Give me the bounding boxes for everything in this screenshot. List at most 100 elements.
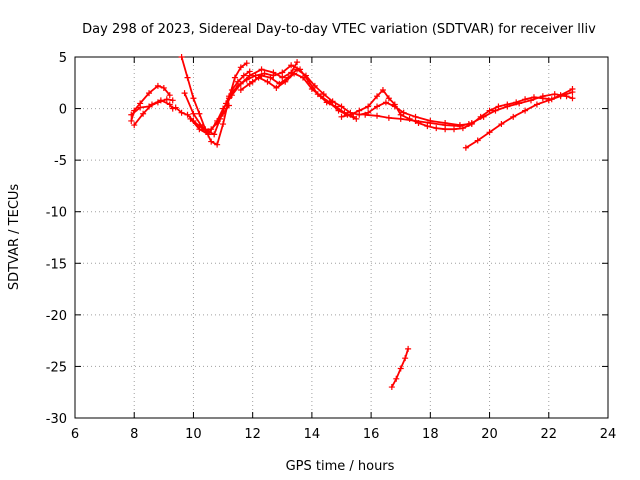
data-point <box>273 84 280 91</box>
series-trace-14 <box>388 345 412 391</box>
data-point <box>140 110 147 117</box>
data-point <box>385 114 392 121</box>
data-point <box>131 122 138 129</box>
series-group <box>128 54 576 391</box>
data-point <box>405 345 412 352</box>
y-tick-label: -10 <box>46 206 67 221</box>
data-point <box>214 120 221 127</box>
y-axis-label: SDTVAR / TECUs <box>7 184 22 291</box>
x-tick-label: 8 <box>130 427 138 442</box>
data-point <box>172 104 179 111</box>
data-point <box>308 85 315 92</box>
data-point <box>397 115 404 122</box>
x-tick-label: 12 <box>244 427 261 442</box>
data-point <box>279 69 286 76</box>
data-point <box>362 111 369 118</box>
data-point <box>178 109 185 116</box>
data-point <box>388 384 395 391</box>
y-tick-label: -5 <box>54 154 67 169</box>
data-point <box>374 93 381 100</box>
data-point <box>237 87 244 94</box>
data-point <box>302 72 309 79</box>
data-point <box>329 98 336 105</box>
data-point <box>163 96 170 103</box>
data-point <box>365 103 372 110</box>
series-line <box>130 85 171 122</box>
data-point <box>382 99 389 106</box>
data-point <box>468 120 475 127</box>
data-point <box>184 111 191 118</box>
data-point <box>516 100 523 107</box>
x-axis-label: GPS time / hours <box>286 459 395 474</box>
data-point <box>522 107 529 114</box>
series-line <box>180 56 248 146</box>
data-point <box>311 82 318 89</box>
data-point <box>510 113 517 120</box>
y-tick-label: -30 <box>46 412 67 427</box>
data-point <box>397 365 404 372</box>
y-tick-label: -15 <box>46 257 67 272</box>
series-trace-13 <box>462 85 576 151</box>
data-point <box>154 82 161 89</box>
data-point <box>557 92 564 99</box>
data-point <box>169 105 176 112</box>
data-point <box>528 97 535 104</box>
data-point <box>451 126 458 133</box>
grid <box>75 57 608 418</box>
y-tick-label: 0 <box>59 103 67 118</box>
data-point <box>356 107 363 114</box>
data-point <box>166 101 173 108</box>
x-tick-label: 18 <box>422 427 439 442</box>
y-tick-label: -25 <box>46 360 67 375</box>
data-point <box>220 105 227 112</box>
data-point <box>190 117 197 124</box>
x-axis: 6 8 10 12 14 16 18 20 22 24 <box>71 57 616 442</box>
data-point <box>442 122 449 129</box>
data-point <box>379 87 386 94</box>
data-point <box>504 103 511 110</box>
data-point <box>258 72 265 79</box>
data-point <box>492 107 499 114</box>
x-tick-label: 16 <box>363 427 380 442</box>
data-point <box>498 121 505 128</box>
data-point <box>243 76 250 83</box>
data-point <box>285 74 292 81</box>
data-point <box>181 90 188 97</box>
series-line <box>464 88 574 149</box>
data-point <box>569 85 576 92</box>
data-point <box>462 144 469 151</box>
series-line <box>340 89 574 131</box>
data-point <box>551 91 558 98</box>
data-point <box>320 91 327 98</box>
data-point <box>391 101 398 108</box>
data-point <box>347 111 354 118</box>
data-point <box>225 93 232 100</box>
y-axis: 5 0 -5 -10 -15 -20 -25 -30 <box>46 51 608 427</box>
data-point <box>353 115 360 122</box>
data-point <box>220 121 227 128</box>
data-point <box>196 110 203 117</box>
data-point <box>214 141 221 148</box>
data-point <box>190 95 197 102</box>
data-point <box>264 78 271 85</box>
data-point <box>495 103 502 110</box>
data-point <box>374 103 381 110</box>
data-point <box>137 104 144 111</box>
data-point <box>456 123 463 130</box>
data-point <box>563 93 570 100</box>
data-point <box>294 66 301 73</box>
series-line <box>174 104 230 132</box>
series-trace-3 <box>128 96 176 118</box>
series-trace-12 <box>362 91 576 130</box>
data-point <box>240 72 247 79</box>
data-point <box>154 99 161 106</box>
data-point <box>545 97 552 104</box>
data-point <box>128 111 135 118</box>
data-point <box>225 102 232 109</box>
data-point <box>184 74 191 81</box>
data-point <box>326 99 333 106</box>
data-point <box>160 84 167 91</box>
x-tick-label: 10 <box>185 427 202 442</box>
data-point <box>424 123 431 130</box>
